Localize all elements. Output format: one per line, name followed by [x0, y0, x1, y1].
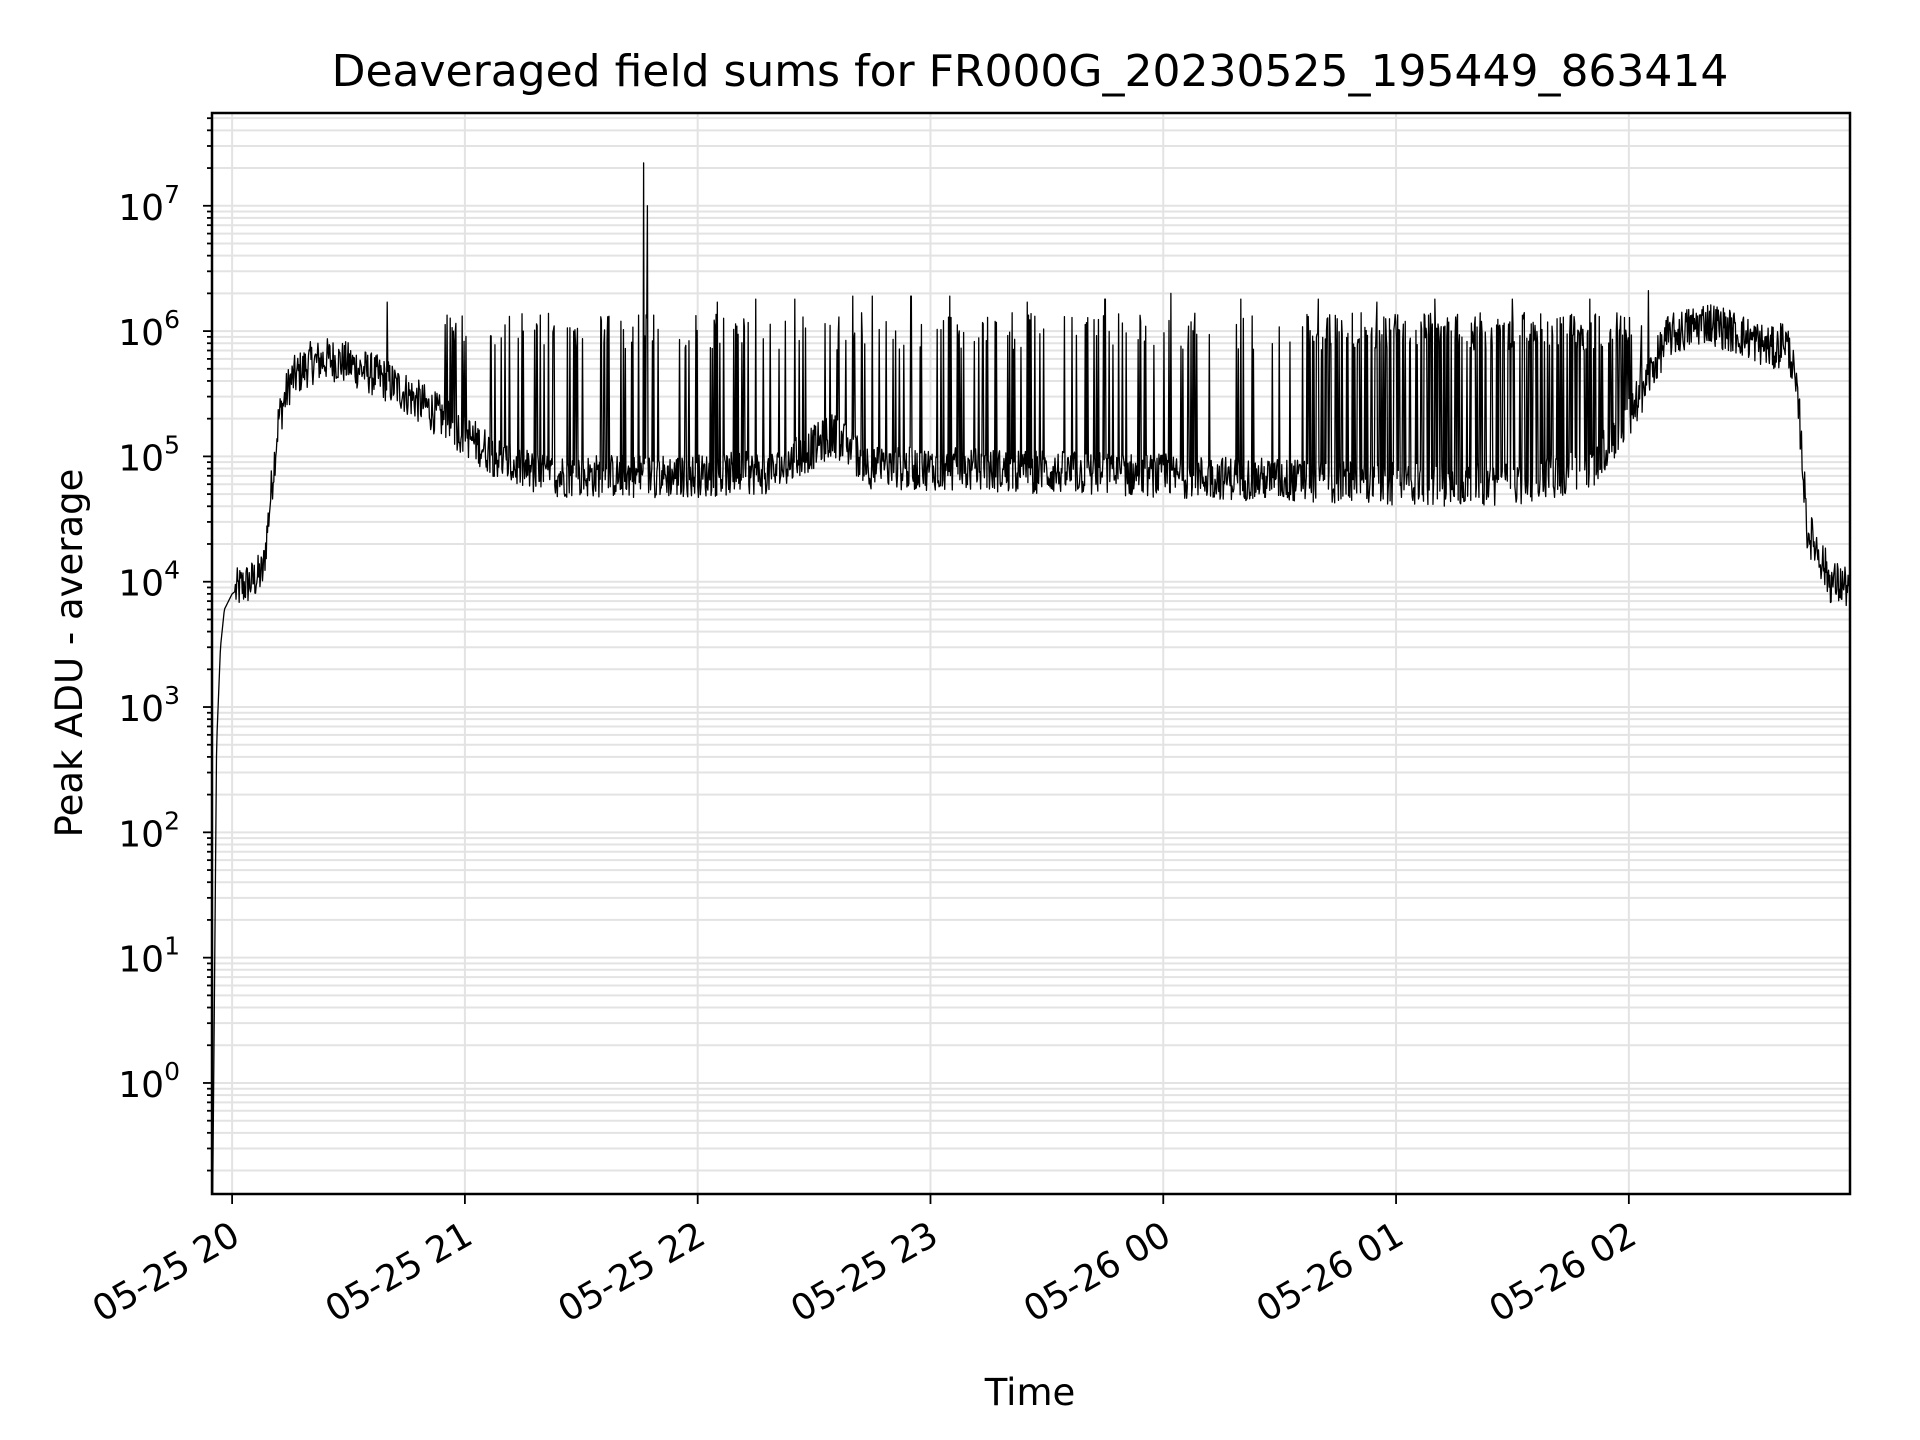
y-tick-label: 107	[118, 180, 180, 229]
y-tick-exponent: 5	[164, 430, 180, 459]
y-tick-base: 10	[118, 313, 164, 354]
y-tick-label: 106	[118, 305, 180, 354]
series-peak-adu	[212, 162, 1851, 1195]
plot-area	[210, 111, 1852, 1196]
y-tick-exponent: 7	[164, 180, 180, 209]
y-tick-label: 103	[118, 681, 180, 730]
y-tick-label: 101	[118, 932, 180, 981]
y-tick-exponent: 1	[164, 932, 180, 961]
y-tick-exponent: 3	[164, 681, 180, 710]
y-tick-exponent: 0	[164, 1057, 180, 1086]
series-line	[212, 162, 1851, 1195]
plot-frame	[210, 111, 1852, 1196]
y-tick-exponent: 2	[164, 806, 180, 835]
y-tick-label: 104	[118, 556, 180, 605]
y-tick-label: 102	[118, 806, 180, 855]
chart-title: Deaveraged field sums for FR000G_2023052…	[332, 46, 1729, 97]
y-tick-label: 105	[118, 430, 180, 479]
y-tick-base: 10	[118, 814, 164, 855]
y-tick-base: 10	[118, 1065, 164, 1106]
y-tick-exponent: 4	[164, 556, 180, 585]
y-axis-label: Peak ADU - average	[48, 469, 91, 838]
y-tick-base: 10	[118, 940, 164, 981]
x-axis-label: Time	[984, 1371, 1076, 1414]
y-tick-base: 10	[118, 438, 164, 479]
y-tick-label: 100	[118, 1057, 180, 1106]
y-tick-exponent: 6	[164, 305, 180, 334]
y-tick-base: 10	[118, 689, 164, 730]
grid-lines	[212, 113, 1850, 1194]
y-tick-base: 10	[118, 564, 164, 605]
y-tick-base: 10	[118, 188, 164, 229]
